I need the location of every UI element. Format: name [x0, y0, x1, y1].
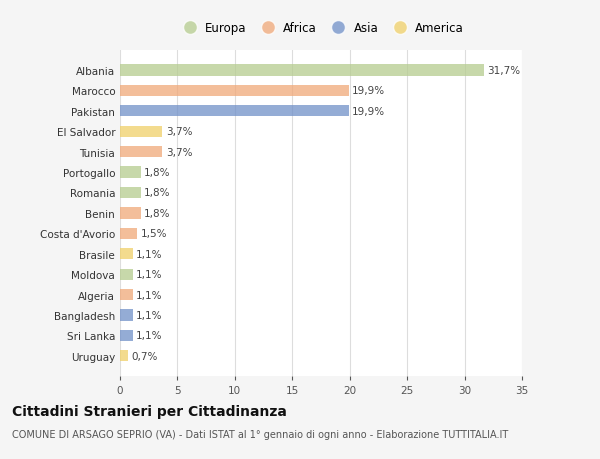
Text: 1,8%: 1,8% — [144, 208, 170, 218]
Text: 3,7%: 3,7% — [166, 127, 193, 137]
Text: 1,8%: 1,8% — [144, 188, 170, 198]
Legend: Europa, Africa, Asia, America: Europa, Africa, Asia, America — [173, 17, 469, 39]
Text: 0,7%: 0,7% — [131, 351, 158, 361]
Text: 1,1%: 1,1% — [136, 330, 163, 341]
Text: 19,9%: 19,9% — [352, 106, 385, 117]
Text: 19,9%: 19,9% — [352, 86, 385, 96]
Text: 1,1%: 1,1% — [136, 290, 163, 300]
Bar — [120, 147, 163, 158]
Text: COMUNE DI ARSAGO SEPRIO (VA) - Dati ISTAT al 1° gennaio di ogni anno - Elaborazi: COMUNE DI ARSAGO SEPRIO (VA) - Dati ISTA… — [12, 429, 508, 439]
Text: 1,1%: 1,1% — [136, 269, 163, 280]
Bar — [120, 269, 133, 280]
Text: 31,7%: 31,7% — [488, 66, 521, 76]
Text: 1,5%: 1,5% — [140, 229, 167, 239]
Text: 3,7%: 3,7% — [166, 147, 193, 157]
Bar — [120, 86, 349, 97]
Bar — [120, 249, 133, 260]
Text: 1,8%: 1,8% — [144, 168, 170, 178]
Bar — [120, 289, 133, 301]
Text: 1,1%: 1,1% — [136, 249, 163, 259]
Bar — [120, 187, 140, 199]
Bar — [120, 350, 128, 362]
Bar — [120, 167, 140, 178]
Bar — [120, 330, 133, 341]
Bar — [120, 126, 163, 138]
Bar — [120, 65, 484, 77]
Bar — [120, 228, 137, 240]
Bar — [120, 310, 133, 321]
Text: Cittadini Stranieri per Cittadinanza: Cittadini Stranieri per Cittadinanza — [12, 404, 287, 418]
Text: 1,1%: 1,1% — [136, 310, 163, 320]
Bar — [120, 208, 140, 219]
Bar — [120, 106, 349, 117]
